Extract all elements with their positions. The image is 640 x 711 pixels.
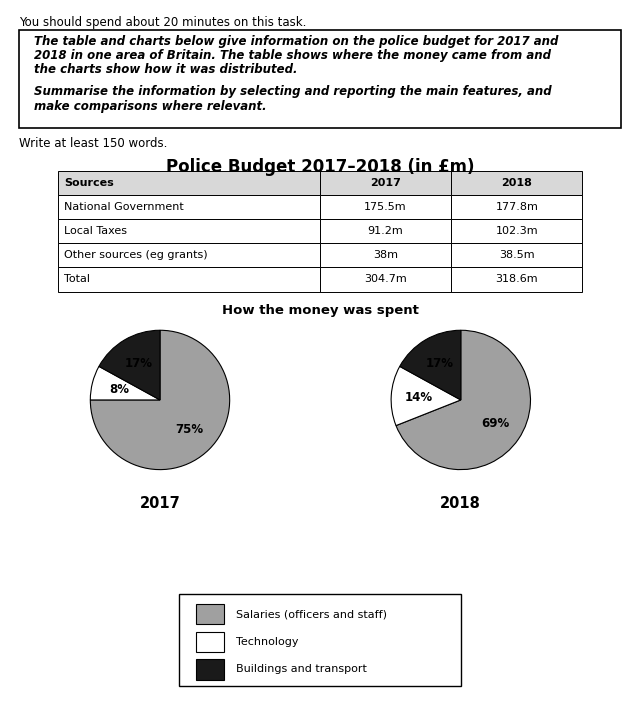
Text: Write at least 150 words.: Write at least 150 words. xyxy=(19,137,168,149)
Text: make comparisons where relevant.: make comparisons where relevant. xyxy=(34,100,267,112)
Text: 304.7m: 304.7m xyxy=(364,274,407,284)
Bar xyxy=(320,243,451,267)
Bar xyxy=(320,267,451,292)
Text: How the money was spent: How the money was spent xyxy=(221,304,419,317)
Bar xyxy=(451,243,582,267)
Text: 102.3m: 102.3m xyxy=(495,226,538,236)
Text: 177.8m: 177.8m xyxy=(495,202,538,212)
Bar xyxy=(58,171,320,195)
Bar xyxy=(58,267,320,292)
Wedge shape xyxy=(99,330,160,400)
Text: the charts show how it was distributed.: the charts show how it was distributed. xyxy=(34,63,298,76)
Text: You should spend about 20 minutes on this task.: You should spend about 20 minutes on thi… xyxy=(19,16,307,28)
Text: 2018: 2018 xyxy=(440,496,481,510)
Text: 38m: 38m xyxy=(373,250,398,260)
Bar xyxy=(58,243,320,267)
Bar xyxy=(58,219,320,243)
Text: Buildings and transport: Buildings and transport xyxy=(236,665,366,675)
Bar xyxy=(320,195,451,219)
Wedge shape xyxy=(90,366,160,400)
Text: 17%: 17% xyxy=(426,358,454,370)
Bar xyxy=(196,631,224,652)
Text: 2017: 2017 xyxy=(140,496,180,510)
Text: Summarise the information by selecting and reporting the main features, and: Summarise the information by selecting a… xyxy=(34,85,552,98)
Wedge shape xyxy=(391,366,461,426)
Text: 8%: 8% xyxy=(109,383,129,396)
Wedge shape xyxy=(396,330,531,469)
Wedge shape xyxy=(400,330,461,400)
Bar xyxy=(196,659,224,680)
Bar xyxy=(451,195,582,219)
Bar xyxy=(320,171,451,195)
Text: Sources: Sources xyxy=(64,178,114,188)
Text: Technology: Technology xyxy=(236,637,298,647)
Bar xyxy=(196,604,224,624)
Text: 175.5m: 175.5m xyxy=(364,202,407,212)
Text: 75%: 75% xyxy=(175,423,204,436)
Bar xyxy=(451,219,582,243)
Bar xyxy=(451,171,582,195)
Text: Local Taxes: Local Taxes xyxy=(64,226,127,236)
Text: Salaries (officers and staff): Salaries (officers and staff) xyxy=(236,609,387,619)
Text: 2018 in one area of Britain. The table shows where the money came from and: 2018 in one area of Britain. The table s… xyxy=(34,49,551,62)
Text: National Government: National Government xyxy=(64,202,184,212)
Text: 2017: 2017 xyxy=(370,178,401,188)
Text: 91.2m: 91.2m xyxy=(368,226,403,236)
Text: The table and charts below give information on the police budget for 2017 and: The table and charts below give informat… xyxy=(34,35,559,48)
Text: 318.6m: 318.6m xyxy=(495,274,538,284)
Text: 17%: 17% xyxy=(125,358,153,370)
Text: 14%: 14% xyxy=(405,391,433,404)
Text: 69%: 69% xyxy=(481,417,509,430)
Bar xyxy=(320,219,451,243)
Bar xyxy=(58,195,320,219)
Text: 2018: 2018 xyxy=(501,178,532,188)
Text: Other sources (eg grants): Other sources (eg grants) xyxy=(64,250,207,260)
Wedge shape xyxy=(90,330,230,469)
Text: Police Budget 2017–2018 (in £m): Police Budget 2017–2018 (in £m) xyxy=(166,158,474,176)
Text: Total: Total xyxy=(64,274,90,284)
Text: 38.5m: 38.5m xyxy=(499,250,534,260)
Bar xyxy=(451,267,582,292)
